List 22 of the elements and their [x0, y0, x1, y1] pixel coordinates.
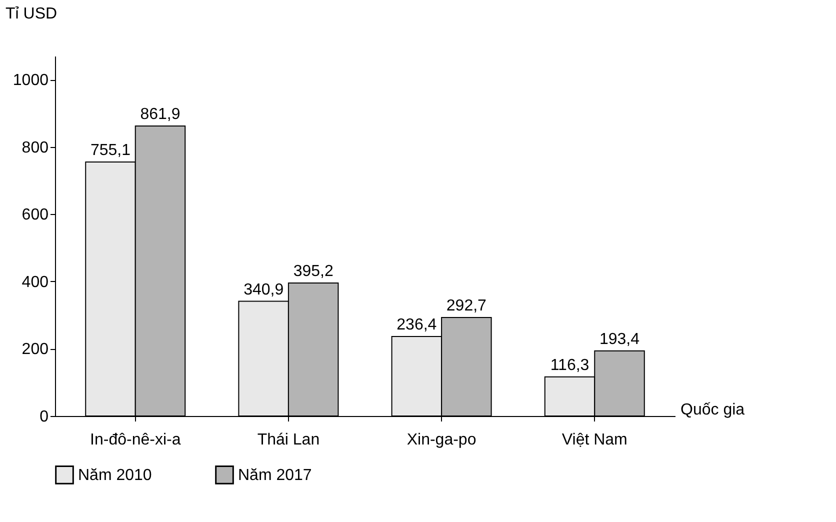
x-axis-title: Quốc gia	[680, 402, 745, 418]
data-label: 755,1	[90, 142, 131, 159]
data-label: 395,2	[293, 263, 334, 280]
data-label: 116,3	[550, 356, 590, 374]
x-tick-label: Xin-ga-po	[406, 432, 476, 448]
y-tick-label: 800	[22, 139, 49, 156]
y-tick-label: 600	[22, 206, 49, 224]
data-label: 193,4	[599, 330, 640, 348]
legend-label: Năm 2017	[238, 466, 312, 484]
y-tick-label: 1000	[12, 72, 49, 90]
y-tick-label: 200	[22, 341, 49, 358]
x-tick-label: In-đô-nê-xi-a	[90, 432, 181, 448]
x-tick-label: Thái Lan	[257, 432, 320, 448]
x-tick-label: Việt Nam	[562, 432, 628, 448]
data-label: 236,4	[396, 316, 437, 334]
data-label: 340,9	[244, 281, 284, 298]
data-label: 292,7	[446, 298, 487, 315]
legend-label: Năm 2010	[78, 466, 152, 484]
data-label: 861,9	[140, 106, 180, 124]
y-tick-label: 400	[22, 274, 49, 291]
y-axis-title: Tỉ USD	[6, 6, 58, 22]
y-tick-label: 0	[40, 408, 49, 426]
